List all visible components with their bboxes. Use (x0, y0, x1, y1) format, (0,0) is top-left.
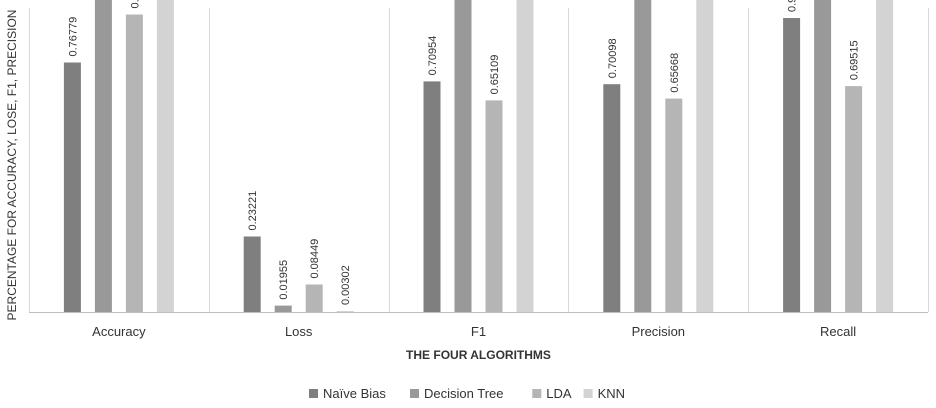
bar (305, 284, 323, 312)
bar (125, 14, 143, 312)
data-label: 0.65109 (489, 55, 501, 95)
x-axis-title: THE FOUR ALGORITHMS (406, 348, 551, 362)
bar (516, 0, 534, 313)
bar (156, 0, 174, 312)
bar (603, 84, 621, 312)
data-label: 0.23221 (247, 191, 259, 231)
data-label: 0.90459 (787, 0, 799, 12)
data-labels: 0.767790.980450.915510.996980.232210.019… (67, 0, 861, 305)
bars (63, 0, 894, 313)
data-label: 0.70954 (427, 36, 439, 76)
bar (845, 86, 863, 312)
bar (63, 62, 81, 312)
legend: Naïve Bias Decision Tree LDA KNN (309, 386, 625, 401)
bar (814, 0, 832, 312)
y-axis-title: PERCENTAGE FOR ACCURACY, LOSE, F1, PRECI… (5, 10, 19, 321)
bar (94, 0, 112, 313)
bar (783, 18, 801, 312)
legend-swatch (532, 389, 542, 398)
legend-swatch (410, 389, 419, 398)
data-label: 0.70098 (607, 38, 619, 78)
data-label: 0.76779 (67, 17, 79, 57)
data-label: 0.91551 (129, 0, 141, 9)
legend-label: Decision Tree (424, 386, 503, 401)
bar (423, 81, 441, 313)
bar (336, 311, 354, 312)
x-tick-label: Loss (285, 324, 313, 339)
x-tick-label: Accuracy (92, 324, 146, 339)
legend-label: Naïve Bias (323, 386, 386, 401)
x-tick-label: F1 (471, 324, 486, 339)
data-label: 0.65668 (669, 53, 681, 93)
bar (485, 100, 503, 313)
x-tick-labels: Accuracy Loss F1 Precision Recall (92, 324, 856, 339)
bar (665, 98, 683, 312)
data-label: 0.00302 (340, 265, 352, 305)
x-tick-label: Recall (820, 324, 856, 339)
data-label: 0.69515 (849, 40, 861, 80)
legend-label: KNN (598, 386, 625, 401)
bar (274, 305, 292, 312)
data-label: 0.08449 (309, 239, 321, 279)
bar (634, 0, 652, 313)
bar (454, 0, 472, 312)
x-tick-label: Precision (632, 324, 685, 339)
legend-label: LDA (546, 386, 572, 401)
bar (876, 0, 894, 312)
category-separators (29, 8, 929, 312)
bar (243, 236, 261, 312)
legend-swatch (309, 389, 318, 398)
data-label: 0.01955 (278, 260, 290, 300)
bar (696, 0, 714, 313)
legend-swatch (583, 389, 593, 398)
